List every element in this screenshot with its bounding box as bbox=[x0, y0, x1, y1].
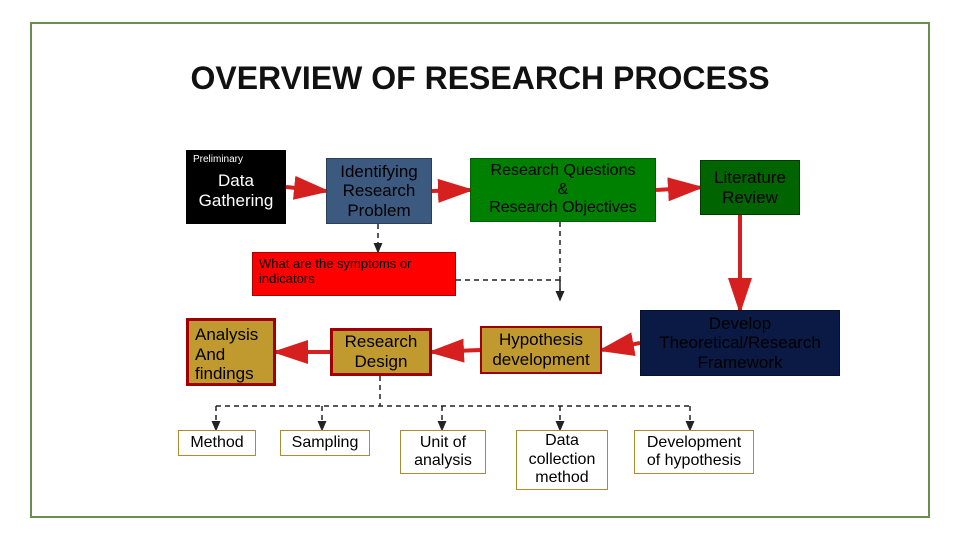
node-devhypo: Development of hypothesis bbox=[634, 430, 754, 474]
node-collect: Data collection method bbox=[516, 430, 608, 490]
node-unit: Unit of analysis bbox=[400, 430, 486, 474]
node-method: Method bbox=[178, 430, 256, 456]
node-prelim-label: Data Gathering bbox=[199, 171, 274, 210]
node-identify-label: Identifying Research Problem bbox=[340, 162, 418, 221]
node-lit-label: Literature Review bbox=[714, 168, 786, 207]
node-framework: Develop Theoretical/Research Framework bbox=[640, 310, 840, 376]
node-rq: Research Questions & Research Objectives bbox=[470, 158, 656, 222]
node-sampling: Sampling bbox=[280, 430, 370, 456]
node-devhypo-label: Development of hypothesis bbox=[647, 434, 741, 471]
node-sympt: What are the symptoms or indicators bbox=[252, 252, 456, 296]
node-prelim: Preliminary Data Gathering bbox=[186, 150, 286, 224]
node-framework-label: Develop Theoretical/Research Framework bbox=[659, 314, 821, 373]
node-method-label: Method bbox=[190, 434, 243, 452]
node-design-label: Research Design bbox=[345, 332, 418, 371]
node-design: Research Design bbox=[330, 328, 432, 376]
node-hypo-label: Hypothesis development bbox=[492, 330, 589, 369]
node-unit-label: Unit of analysis bbox=[414, 434, 472, 471]
node-rq-label: Research Questions & Research Objectives bbox=[489, 162, 637, 217]
node-prelim-toplabel: Preliminary bbox=[193, 154, 243, 166]
node-lit: Literature Review bbox=[700, 160, 800, 215]
node-sampling-label: Sampling bbox=[292, 434, 359, 452]
page-title: OVERVIEW OF RESEARCH PROCESS bbox=[0, 60, 960, 97]
node-hypo: Hypothesis development bbox=[480, 326, 602, 374]
node-identify: Identifying Research Problem bbox=[326, 158, 432, 224]
node-analysis-label: Analysis And findings bbox=[195, 325, 258, 384]
node-collect-label: Data collection method bbox=[529, 432, 596, 487]
node-sympt-label: What are the symptoms or indicators bbox=[259, 257, 411, 287]
node-analysis: Analysis And findings bbox=[186, 318, 276, 386]
